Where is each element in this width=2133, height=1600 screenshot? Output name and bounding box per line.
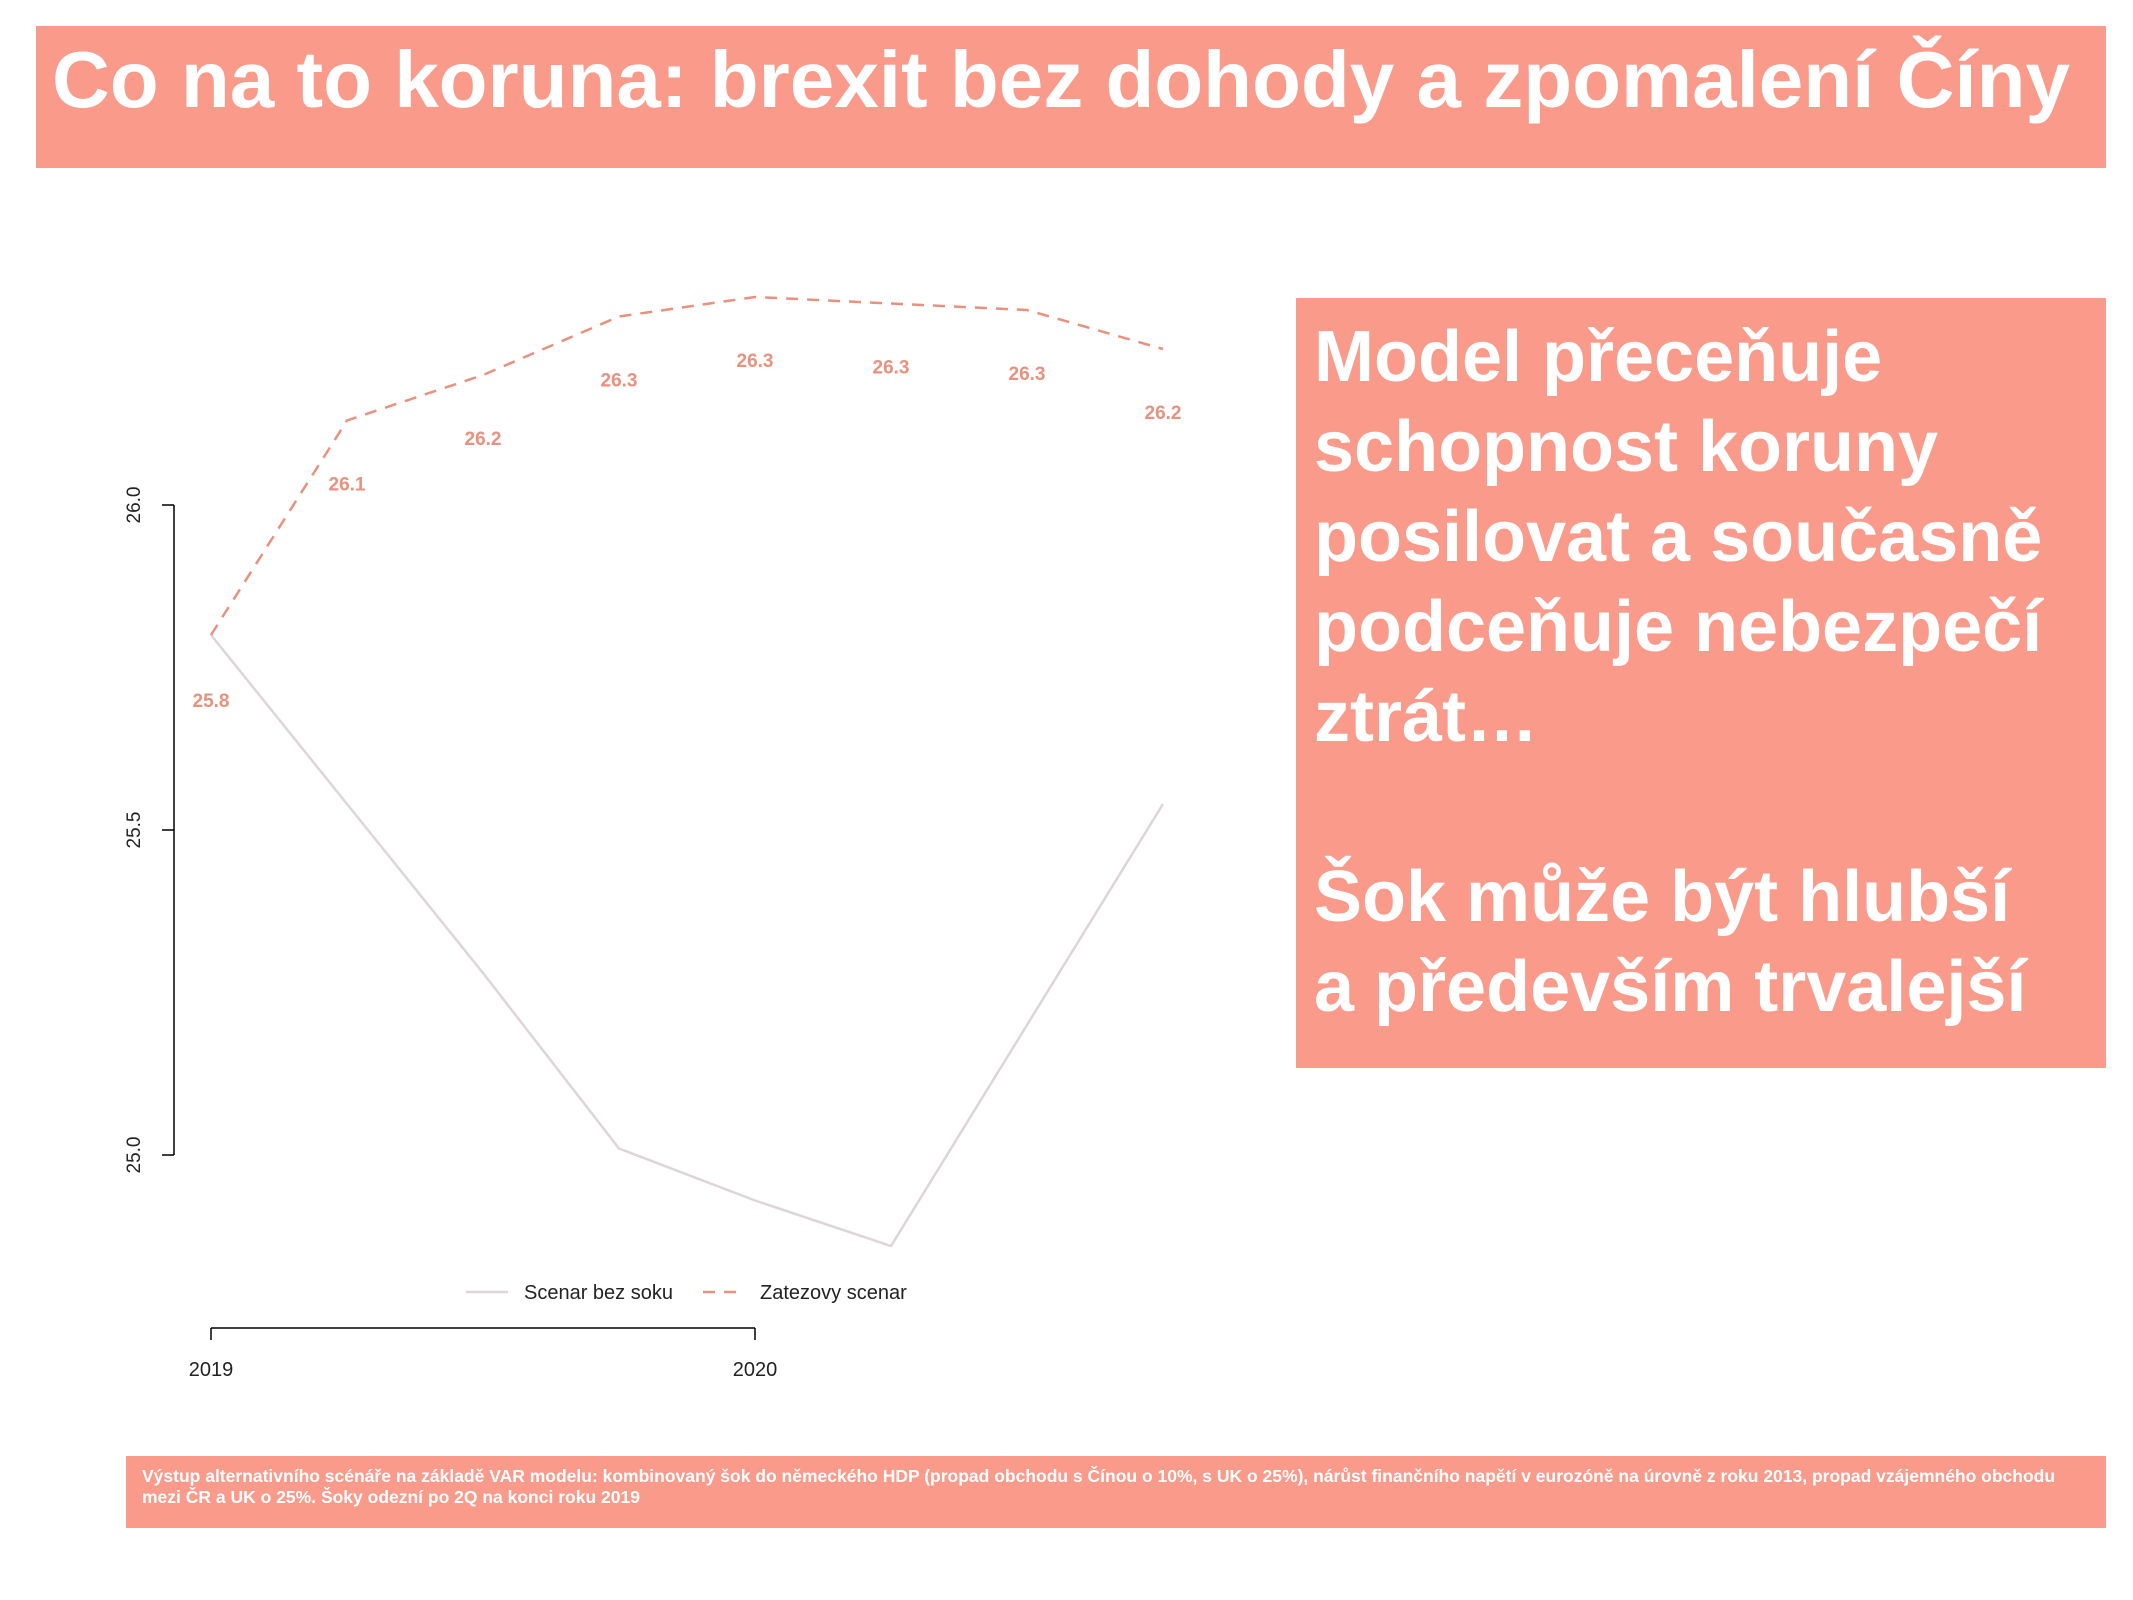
callout-line: Šok může být hlubší xyxy=(1314,857,2011,937)
chart-legend: Scenar bez soku Zatezovy scenar xyxy=(466,1282,907,1304)
callout-line: Model přeceňuje xyxy=(1314,317,1883,397)
callout-line: schopnost koruny xyxy=(1314,407,1939,487)
y-tick-label: 25.5 xyxy=(124,812,145,849)
footnote-text: Výstup alternativního scénáře na základě… xyxy=(142,1466,2056,1507)
y-tick-label: 26.0 xyxy=(124,487,145,524)
callout-line: posilovat a současně xyxy=(1314,497,2043,577)
x-tick-label: 2019 xyxy=(189,1359,234,1381)
y-tick-label: 25.0 xyxy=(124,1137,145,1174)
callout-line: a především trvalejší xyxy=(1314,947,2027,1027)
data-label: 26.3 xyxy=(873,358,910,379)
title-banner xyxy=(36,26,2106,168)
legend-label: Scenar bez soku xyxy=(524,1282,673,1304)
data-label: 26.3 xyxy=(601,371,638,392)
callout-line: podceňuje nebezpečí xyxy=(1314,587,2043,667)
page-title: Co na to koruna: brexit bez dohody a zpo… xyxy=(52,35,2070,124)
data-label: 26.3 xyxy=(1009,364,1046,385)
chart-data-labels: 25.8 26.1 26.2 26.3 26.3 26.3 26.3 26.2 xyxy=(193,351,1182,712)
data-label: 26.2 xyxy=(1145,403,1182,424)
legend-label: Zatezovy scenar xyxy=(760,1282,907,1304)
footnote-box: Výstup alternativního scénáře na základě… xyxy=(126,1456,2106,1528)
data-label: 26.1 xyxy=(329,475,366,496)
series-line-baseline xyxy=(210,634,1165,1248)
data-label: 26.3 xyxy=(737,351,774,372)
chart-series xyxy=(209,295,1165,1248)
callout-line: ztrát… xyxy=(1314,677,1539,757)
callout-spacer xyxy=(1314,762,2086,852)
chart-axes: 25.0 25.5 26.0 2019 2020 xyxy=(124,487,777,1381)
callout-box: Model přeceňuje schopnost koruny posilov… xyxy=(1296,298,2106,1068)
x-tick-label: 2020 xyxy=(733,1359,778,1381)
data-label: 26.2 xyxy=(465,429,502,450)
data-label: 25.8 xyxy=(193,691,230,712)
exchange-rate-chart: 25.0 25.5 26.0 2019 2020 25.8 26.1 26.2 26.3 26.… xyxy=(124,295,1182,1381)
series-line-stress xyxy=(209,295,1164,636)
